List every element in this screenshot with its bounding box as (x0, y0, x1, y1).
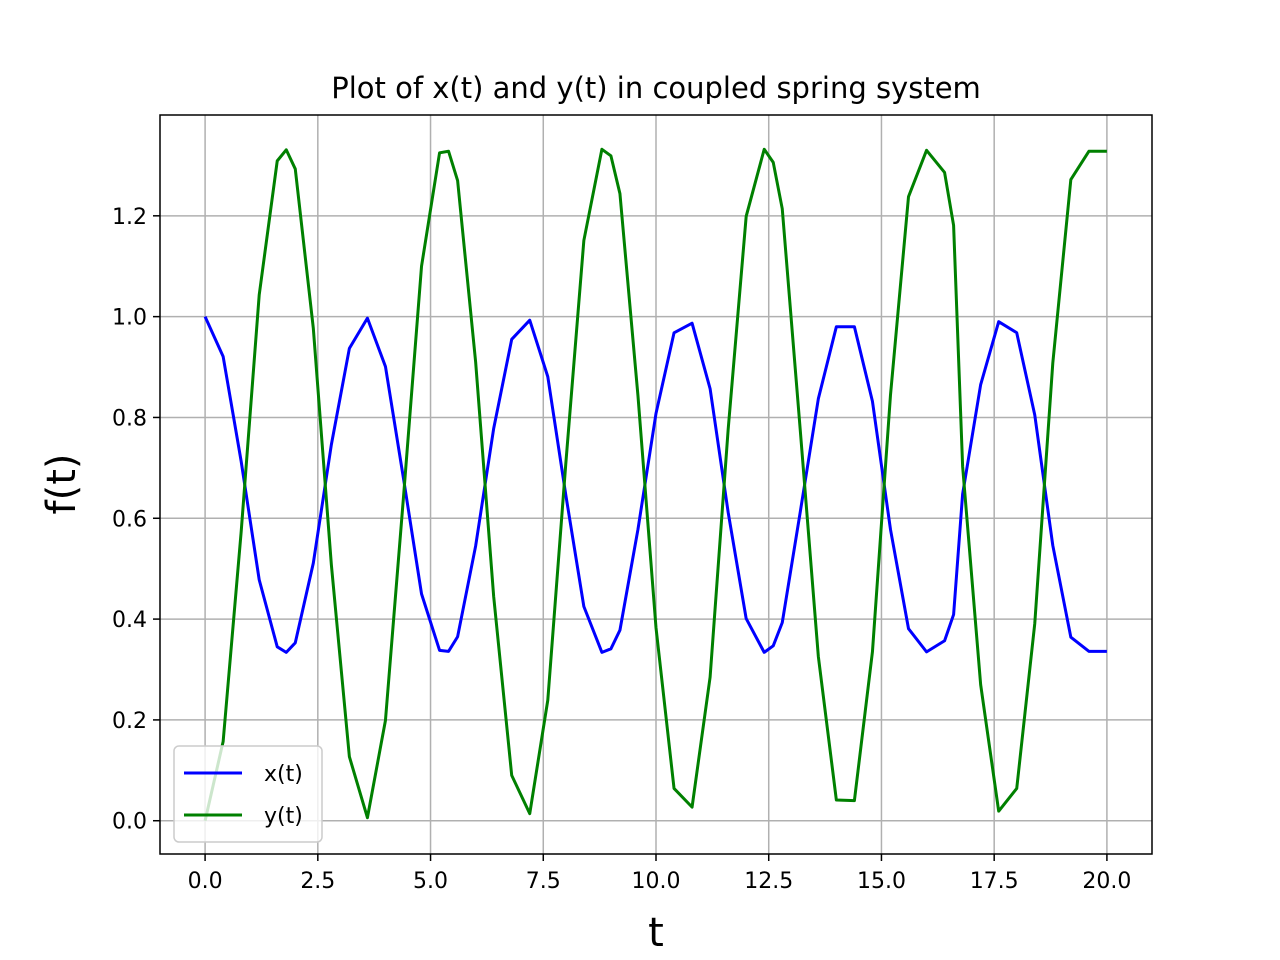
x-axis-ticks: 0.0 2.5 5.0 7.5 10.0 12.5 15.0 17.5 20.0 (188, 854, 1131, 894)
x-tick-label: 7.5 (526, 869, 561, 894)
x-tick-label: 20.0 (1082, 869, 1131, 894)
y-axis-ticks: 0.0 0.2 0.4 0.6 0.8 1.0 1.2 (112, 205, 160, 835)
series-line-xt (203, 316, 1107, 654)
y-axis-label: f(t) (39, 454, 85, 515)
legend-box (173, 745, 323, 843)
y-tick-label: 0.2 (112, 709, 147, 734)
y-tick-label: 1.0 (112, 306, 147, 331)
legend: x(t) y(t) (173, 745, 323, 843)
x-tick-label: 10.0 (632, 869, 681, 894)
x-tick-label: 2.5 (300, 869, 335, 894)
chart-title: Plot of x(t) and y(t) in coupled spring … (331, 71, 981, 105)
y-tick-label: 0.6 (112, 507, 147, 532)
y-tick-label: 0.8 (112, 406, 147, 431)
x-tick-label: 15.0 (857, 869, 906, 894)
x-tick-label: 17.5 (970, 869, 1019, 894)
legend-entry-label: y(t) (264, 804, 303, 829)
x-tick-label: 5.0 (413, 869, 448, 894)
x-tick-label: 0.0 (188, 869, 223, 894)
x-axis-label: t (648, 910, 664, 956)
series-group (203, 147, 1107, 822)
legend-entry-label: x(t) (264, 762, 303, 787)
x-tick-label: 12.5 (744, 869, 793, 894)
y-tick-label: 0.0 (112, 810, 147, 835)
y-tick-label: 0.4 (112, 608, 147, 633)
y-tick-label: 1.2 (112, 205, 147, 230)
series-line-yt (203, 147, 1107, 822)
